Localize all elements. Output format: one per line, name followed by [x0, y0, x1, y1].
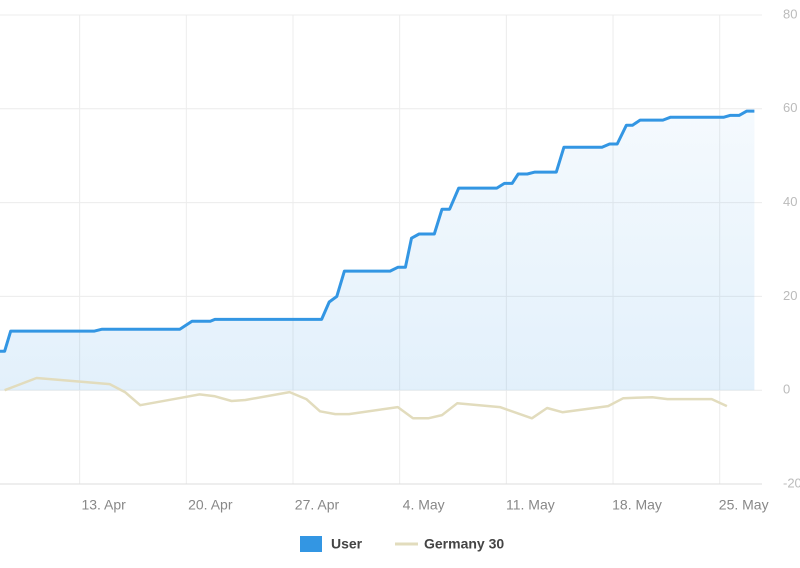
y-tick-label: 60	[783, 100, 797, 115]
legend-label: Germany 30	[424, 536, 504, 552]
y-tick-label: 80	[783, 6, 797, 21]
x-tick-label: 13. Apr	[81, 497, 126, 513]
x-tick-label: 18. May	[612, 497, 662, 513]
y-tick-label: 0	[783, 382, 790, 397]
y-tick-label: 20	[783, 288, 797, 303]
series-line	[0, 109, 755, 353]
x-tick-label: 25. May	[719, 497, 769, 513]
legend-swatch	[300, 536, 322, 552]
x-tick-label: 11. May	[506, 497, 555, 513]
area-fill	[0, 111, 755, 391]
x-tick-label: 27. Apr	[295, 497, 340, 513]
y-tick-label: -20	[783, 475, 800, 490]
series-line	[4, 376, 728, 420]
x-tick-label: 20. Apr	[188, 497, 233, 513]
legend-label: User	[331, 536, 363, 552]
y-tick-label: 40	[783, 194, 797, 209]
x-tick-label: 4. May	[403, 497, 445, 513]
